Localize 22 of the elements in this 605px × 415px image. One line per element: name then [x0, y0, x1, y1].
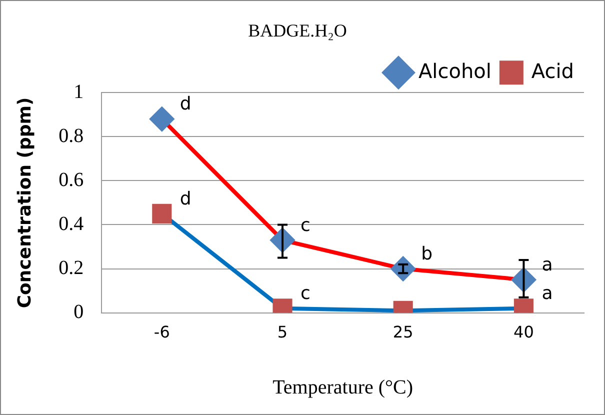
x-tick-label: 25 [392, 322, 414, 342]
y-tick-label: 0.8 [58, 124, 84, 147]
y-tick-label: 0.6 [58, 168, 84, 191]
chart-title: BADGE.H₂O [248, 20, 347, 41]
annotation: d [180, 188, 192, 210]
annotation: b [421, 243, 433, 264]
annotation: a [542, 254, 553, 276]
annotation: d [180, 94, 192, 115]
y-tick-label: 0 [74, 301, 84, 324]
x-tick-label: 40 [514, 322, 534, 342]
y-axis-title: Concentration (ppm) [14, 97, 36, 308]
annotation: a [542, 283, 553, 304]
annotation: c [300, 283, 310, 304]
y-tick-label: 0.4 [58, 212, 84, 235]
x-axis-title: Temperature (°C) [272, 376, 414, 398]
x-tick-label: 5 [277, 322, 288, 342]
y-tick-label: 0.2 [58, 257, 84, 280]
legend-label: Acid [531, 58, 574, 83]
legend-label: Alcohol [418, 58, 492, 83]
y-tick-label: 1 [74, 80, 84, 103]
x-tick-label: -6 [154, 322, 170, 342]
annotation: c [300, 214, 310, 236]
